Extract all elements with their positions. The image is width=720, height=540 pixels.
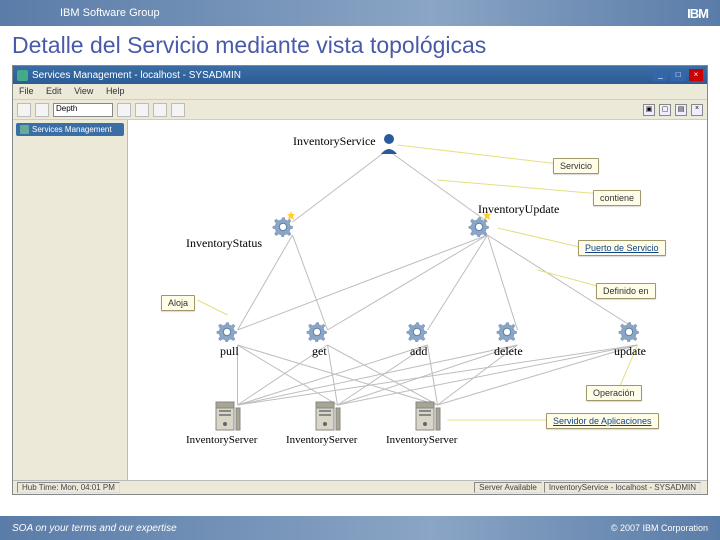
ibm-logo: IBM [687,6,708,21]
status-server: Server Available [474,482,542,493]
annot-servicio: Servicio [553,158,599,174]
app-window: Services Management - localhost - SYSADM… [12,65,708,495]
status-time: Hub Time: Mon, 04:01 PM [17,482,120,493]
footer-right: © 2007 IBM Corporation [611,523,708,533]
server-3-icon[interactable] [414,400,442,432]
port-status-icon[interactable] [272,215,294,237]
group-label: IBM Software Group [60,7,160,19]
toolbar-1: Depth ▣ ▢ ▤ × [13,100,707,120]
panel-btn[interactable]: ▤ [675,104,687,116]
panel-close-icon[interactable]: × [691,104,703,116]
panel-btn[interactable]: ▢ [659,104,671,116]
tool-icon[interactable] [135,103,149,117]
annot-definido: Definido en [596,283,656,299]
menu-edit[interactable]: Edit [46,86,62,96]
window-title: Services Management - localhost - SYSADM… [32,70,652,81]
annot-aloja: Aloja [161,295,195,311]
slide-header: IBM Software Group IBM [0,0,720,26]
app-icon [17,70,28,81]
sidebar-item-label: Services Management [32,125,112,134]
node-status-label: InventoryStatus [186,236,262,251]
nav-back-icon[interactable] [17,103,31,117]
server-2-icon[interactable] [314,400,342,432]
server-3-label: InventoryServer [386,434,457,446]
port-update-icon[interactable] [468,215,490,237]
menubar[interactable]: File Edit View Help [13,84,707,100]
op-update-icon[interactable] [618,320,640,342]
op-pull-icon[interactable] [216,320,238,342]
sidebar-item-services[interactable]: Services Management [16,123,124,136]
topology-canvas[interactable]: InventoryService InventoryStatus Invento… [128,120,707,480]
op-get-label: get [312,344,327,359]
slide-title: Detalle del Servicio mediante vista topo… [0,26,720,65]
op-pull-label: pull [220,344,239,359]
status-context: InventoryService - localhost - SYSADMIN [544,482,701,493]
member-icon[interactable] [378,132,400,161]
window-titlebar[interactable]: Services Management - localhost - SYSADM… [13,66,707,84]
sidebar: Services Management [13,120,128,480]
server-2-label: InventoryServer [286,434,357,446]
statusbar: Hub Time: Mon, 04:01 PM Server Available… [13,480,707,494]
close-button[interactable]: × [689,69,703,81]
footer-left: SOA on your terms and our expertise [12,523,177,534]
server-1-label: InventoryServer [186,434,257,446]
tool-icon[interactable] [171,103,185,117]
menu-file[interactable]: File [19,86,34,96]
node-service-label: InventoryService [293,134,376,149]
annot-contiene: contiene [593,190,641,206]
menu-help[interactable]: Help [106,86,125,96]
slide-footer: SOA on your terms and our expertise © 20… [0,516,720,540]
nav-fwd-icon[interactable] [35,103,49,117]
menu-view[interactable]: View [74,86,93,96]
minimize-button[interactable]: _ [653,69,667,81]
server-1-icon[interactable] [214,400,242,432]
op-add-icon[interactable] [406,320,428,342]
node-update-label: InventoryUpdate [478,202,559,217]
annot-puerto: Puerto de Servicio [578,240,666,256]
op-get-icon[interactable] [306,320,328,342]
tool-icon[interactable] [153,103,167,117]
op-delete-label: delete [494,344,523,359]
maximize-button[interactable]: □ [671,69,685,81]
op-update-label: update [614,344,646,359]
panel-btn[interactable]: ▣ [643,104,655,116]
window-controls: _ □ × [652,69,703,81]
annot-operacion: Operación [586,385,642,401]
op-add-label: add [410,344,427,359]
depth-select[interactable]: Depth [53,103,113,117]
refresh-icon[interactable] [117,103,131,117]
work-area: Services Management [13,120,707,480]
annot-servidor: Servidor de Aplicaciones [546,413,659,429]
op-delete-icon[interactable] [496,320,518,342]
